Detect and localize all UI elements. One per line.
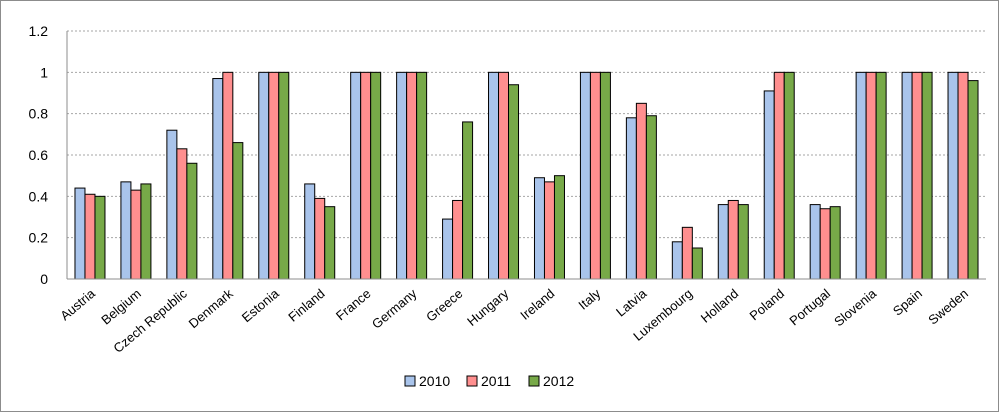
legend: 2010 2011 2012 [404,373,574,389]
bar [74,187,86,280]
bar [278,71,290,280]
x-tick-label: France [333,286,374,324]
x-tick-label: Sweden [925,286,971,328]
bar [553,175,565,280]
legend-swatch [404,375,416,387]
bar [304,183,316,280]
bar [967,80,979,280]
y-tick-label: 0.8 [29,106,49,122]
bar [416,71,428,280]
bar [921,71,933,280]
x-tick-label: Greece [423,286,465,325]
x-tick-label: Germany [369,285,420,331]
bar [268,71,280,280]
bar [809,204,821,280]
bar [488,71,500,280]
bar [462,121,474,280]
gridlines [67,30,986,239]
bar [176,148,188,280]
legend-label: 2010 [419,373,450,389]
legend-swatch [528,375,540,387]
bar [314,197,326,280]
x-tick-label: Finland [285,286,327,325]
bar [324,206,336,280]
x-tick-label: Hungary [464,285,512,328]
bar [737,204,749,280]
bar [691,247,703,280]
bar [635,102,647,280]
y-tick-label: 0 [40,271,48,287]
y-tick-label: 0.6 [29,147,49,163]
bar [727,199,739,280]
bar [865,71,877,280]
bar [875,71,887,280]
axes [66,31,986,280]
bar [763,90,775,280]
bar [855,71,867,280]
bar [508,84,520,280]
bar [84,193,96,280]
bar [671,241,683,280]
bar [350,71,362,280]
x-tick-label: Ireland [517,286,557,323]
bar [212,78,224,280]
bar [625,117,637,280]
bar [186,162,198,280]
bar [442,218,454,280]
y-tick-label: 0.2 [29,230,49,246]
bar [396,71,408,280]
bar [232,142,244,280]
x-tick-label: Holland [698,286,741,326]
bar [533,177,545,280]
bar [911,71,923,280]
bar [957,71,969,280]
x-tick-label: Portugal [786,286,833,329]
legend-label: 2011 [481,373,511,389]
bar [258,71,270,280]
bar [645,115,657,280]
bar [140,183,152,280]
x-tick-label: Poland [746,286,787,324]
legend-swatch [466,375,478,387]
x-tick-label: Austria [57,285,98,323]
bar [783,71,795,280]
bar [94,195,106,280]
legend-label: 2012 [543,373,574,389]
y-tick-label: 0.4 [29,188,49,204]
bar [360,71,372,280]
bars [74,71,979,280]
bar [120,181,132,280]
y-tick-label: 1 [40,64,48,80]
x-tick-label: Slovenia [831,285,879,329]
bar [452,199,464,280]
bar [819,208,831,280]
y-axis-ticks: 0 0.2 0.4 0.6 0.8 1 1.2 [29,23,49,287]
x-tick-label: Latvia [613,285,650,319]
bar [222,71,234,280]
bar [773,71,785,280]
bar [370,71,382,280]
x-tick-label: Spain [890,286,925,319]
bar [406,71,418,280]
x-tick-label: Italy [575,285,603,312]
bar [681,226,693,280]
y-tick-label: 1.2 [29,23,49,39]
bar [829,206,841,280]
x-tick-label: Denmark [186,285,236,331]
x-tick-label: Estonia [239,285,282,325]
bar [166,129,178,280]
bar [717,204,729,280]
bar [947,71,959,280]
bar [543,181,555,280]
bar [579,71,591,280]
bar [901,71,913,280]
bar [589,71,601,280]
bar [599,71,611,280]
bar [130,189,142,280]
bar [498,71,510,280]
